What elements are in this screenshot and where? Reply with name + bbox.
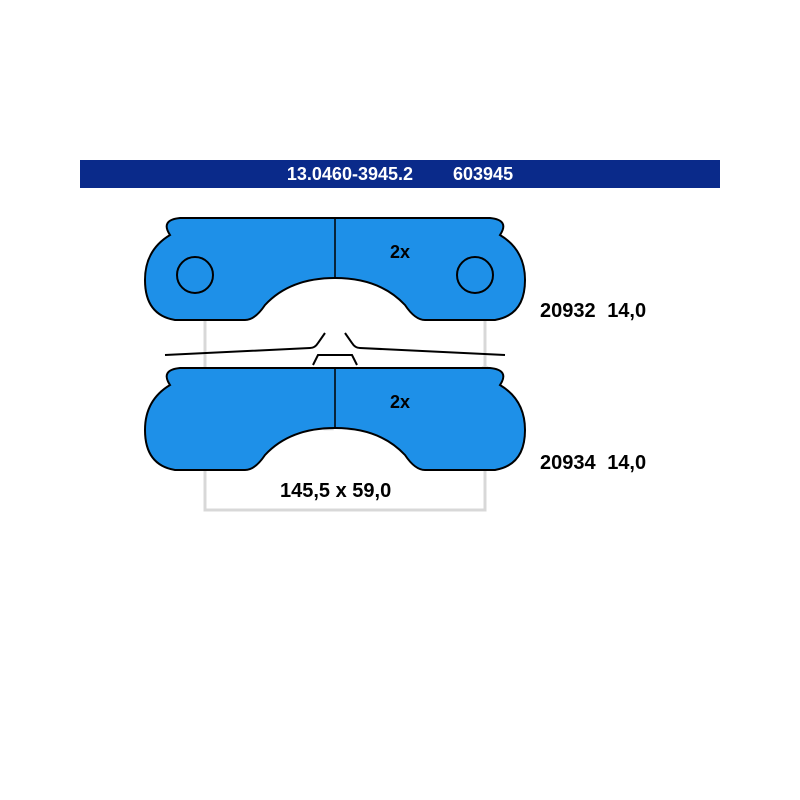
top-pad-code: 20932 14,0 [540,300,646,323]
part-number: 13.0460-3945.2 [287,164,413,185]
top-pad-wva: 20932 [540,300,596,322]
bottom-pad-code: 20934 14,0 [540,452,646,475]
bottom-pad-quantity: 2x [390,392,410,413]
header-bar: 13.0460-3945.2 603945 [80,160,720,188]
top-pad-thickness: 14,0 [607,300,646,322]
spring-clip [165,333,505,365]
bottom-pad-wva: 20934 [540,452,596,474]
top-pad-quantity: 2x [390,242,410,263]
dimension-label: 145,5 x 59,0 [280,480,391,503]
diagram-area: Ate ® 2x 2x 20932 14,0 [80,200,720,620]
part-code: 603945 [453,164,513,185]
top-brake-pad [145,218,525,320]
bottom-brake-pad [145,368,525,470]
bottom-pad-thickness: 14,0 [607,452,646,474]
